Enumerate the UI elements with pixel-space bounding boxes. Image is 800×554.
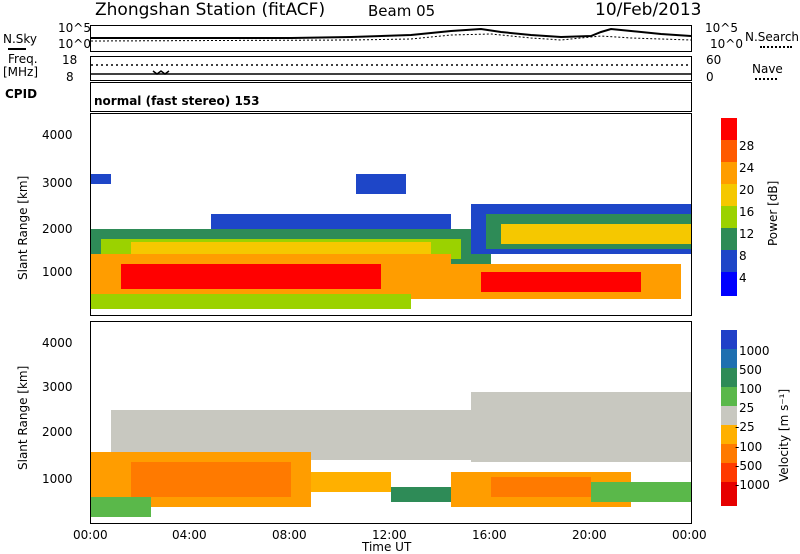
velocity-cbar-tick-100: 100 xyxy=(739,382,762,396)
velocity-colorbar-label: Velocity [m s⁻¹] xyxy=(777,388,791,482)
power-ytick-1000: 1000 xyxy=(42,265,73,279)
nsearch-tick-low: 10^0 xyxy=(710,37,743,51)
velocity-cbar-tick-1000: 1000 xyxy=(739,344,770,358)
power-cbar-tick-8: 8 xyxy=(739,249,747,263)
freq-panel xyxy=(90,56,692,81)
xtick-1200: 12:00 xyxy=(372,528,407,542)
velocity-plot xyxy=(91,392,691,517)
velocity-ytick-3000: 3000 xyxy=(42,380,73,394)
freq-tick-low: 8 xyxy=(66,70,74,84)
nsearch-label: N.Search xyxy=(745,30,800,44)
velocity-ytick-2000: 2000 xyxy=(42,425,73,439)
power-cbar-tick-16: 16 xyxy=(739,205,755,219)
xtick-0000: 00:00 xyxy=(73,528,108,542)
nsky-panel xyxy=(90,25,692,52)
velocity-cbar-tick-neg25: -25 xyxy=(735,420,755,434)
velocity-panel xyxy=(90,321,692,524)
velocity-cbar-tick-500: 500 xyxy=(739,363,762,377)
nave-legend-line xyxy=(755,78,777,80)
nsearch-tick-high: 10^5 xyxy=(705,21,738,35)
date-label: 10/Feb/2013 xyxy=(595,0,702,20)
xtick-0000-end: 00:00 xyxy=(672,528,707,542)
nsky-legend-line xyxy=(8,48,26,50)
xtick-2000: 20:00 xyxy=(572,528,607,542)
power-cbar-tick-20: 20 xyxy=(739,183,755,197)
power-cbar-tick-12: 12 xyxy=(739,227,755,241)
nave-label: Nave xyxy=(752,62,783,76)
xtick-0400: 04:00 xyxy=(172,528,207,542)
power-cbar-tick-28: 28 xyxy=(739,139,755,153)
power-cbar-tick-4: 4 xyxy=(739,271,747,285)
nave-tick-high: 60 xyxy=(706,53,722,67)
velocity-colorbar xyxy=(721,330,737,506)
station-title: Zhongshan Station (fitACF) xyxy=(95,0,326,20)
freq-label: Freq. xyxy=(8,52,38,66)
nsky-plot xyxy=(90,27,692,42)
power-echoes xyxy=(91,174,691,309)
nsky-label: N.Sky xyxy=(3,32,38,46)
power-panel xyxy=(90,113,692,316)
beam-label: Beam 05 xyxy=(368,2,436,20)
power-ytick-2000: 2000 xyxy=(42,222,73,236)
velocity-ylabel: Slant Range [km] xyxy=(16,365,30,470)
xtick-1600: 16:00 xyxy=(472,528,507,542)
nave-tick-low: 0 xyxy=(706,70,714,84)
nsearch-legend-line xyxy=(760,46,792,48)
freq-tick-high: 18 xyxy=(62,53,78,67)
power-plot xyxy=(91,174,691,309)
power-ytick-3000: 3000 xyxy=(42,176,73,190)
velocity-echoes xyxy=(91,392,691,517)
cpid-label: CPID xyxy=(5,87,38,101)
velocity-ytick-1000: 1000 xyxy=(42,472,73,486)
velocity-cbar-tick-25: 25 xyxy=(739,401,755,415)
power-ylabel: Slant Range [km] xyxy=(16,175,30,280)
power-colorbar-label: Power [dB] xyxy=(766,180,780,246)
xtick-0800: 08:00 xyxy=(272,528,307,542)
power-ytick-4000: 4000 xyxy=(42,128,73,142)
xaxis-label: Time UT xyxy=(362,540,412,554)
freq-unit: [MHz] xyxy=(3,65,39,79)
velocity-cbar-tick-neg100: -100 xyxy=(735,440,763,454)
power-colorbar xyxy=(721,118,737,296)
velocity-ytick-4000: 4000 xyxy=(42,336,73,350)
freq-plot xyxy=(91,64,691,75)
velocity-cbar-tick-neg500: -500 xyxy=(735,459,763,473)
cpid-value: normal (fast stereo) 153 xyxy=(94,94,260,108)
cpid-panel: normal (fast stereo) 153 xyxy=(90,82,692,112)
nsky-tick-high: 10^5 xyxy=(58,21,91,35)
velocity-cbar-tick-neg1000: -1000 xyxy=(735,478,770,492)
nsky-tick-low: 10^0 xyxy=(58,37,91,51)
power-cbar-tick-24: 24 xyxy=(739,161,755,175)
